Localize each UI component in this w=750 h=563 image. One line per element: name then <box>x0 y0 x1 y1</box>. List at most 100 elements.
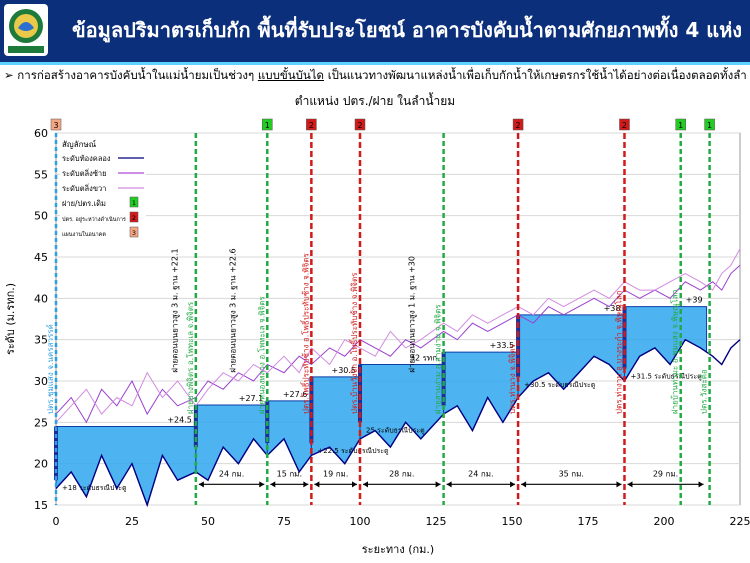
legend-label: ระดับตลิ่งขวา <box>62 183 106 193</box>
distance-label: 24 กม. <box>468 469 493 478</box>
legend-label: แผนงานในอนาคต <box>62 231 106 238</box>
legend-badge-number: 3 <box>132 229 136 237</box>
distance-label: 15 กม. <box>277 469 302 478</box>
pool-level-label: +27.1 <box>239 394 264 403</box>
distance-arrowhead <box>314 481 320 488</box>
x-tick-label: 50 <box>201 515 215 528</box>
structure-badge-number: 2 <box>622 121 627 130</box>
distance-arrowhead <box>270 481 276 488</box>
pool-level-label: 32 รทก. <box>410 353 440 362</box>
gate-block <box>309 376 314 443</box>
legend-label: ระดับท้องคลอง <box>62 154 111 163</box>
distance-arrowhead <box>352 481 357 488</box>
header-banner: ข้อมูลปริมาตรเก็บกัก พื้นที่รับประโยชน์ … <box>0 0 750 65</box>
gate-block <box>441 352 446 406</box>
structure-badge-number: 2 <box>357 121 362 130</box>
legend-badge <box>129 196 139 208</box>
distance-arrowhead <box>259 481 265 488</box>
distance-arrowhead <box>627 481 633 488</box>
y-tick-label: 15 <box>34 499 48 512</box>
distance-arrowhead <box>303 481 309 488</box>
y-tick-label: 30 <box>34 375 48 388</box>
legend-badge <box>129 226 139 238</box>
structure-label: ปตร.วังสะตือ <box>700 369 709 414</box>
y-tick-label: 35 <box>34 334 48 347</box>
structure-badge <box>354 118 366 131</box>
x-tick-label: 200 <box>654 515 675 528</box>
structure-badge <box>512 118 524 131</box>
x-tick-label: 0 <box>53 515 60 528</box>
y-tick-label: 45 <box>34 251 48 264</box>
structure-label: ปตร.ชุมแสง จ.นครสวรรค์ <box>45 324 55 414</box>
y-tick-label: 20 <box>34 458 48 471</box>
y-tick-label: 40 <box>34 292 48 305</box>
distance-arrowhead <box>435 481 441 488</box>
structure-badge <box>50 118 62 131</box>
weir-note: ฝายตอนบนยาวสูง 1 ม. ฐาน +30 <box>408 256 418 373</box>
x-tick-label: 225 <box>730 515 750 528</box>
subtitle-part1: การก่อสร้างอาคารบังคับน้ำในแม่น้ำยมเป็นช… <box>17 68 255 82</box>
structure-badge <box>704 118 715 131</box>
river-profile-chart: ตำแหน่ง ปตร./ฝาย ในลำน้ำยม15202530354045… <box>4 92 750 556</box>
x-tick-label: 25 <box>125 515 139 528</box>
x-tick-label: 150 <box>502 515 523 528</box>
subtitle-underlined: แบบขั้นบันได <box>257 68 325 82</box>
distance-arrowhead <box>363 481 368 488</box>
gate-block <box>622 306 627 369</box>
legend-title: สัญลักษณ์ <box>62 139 97 149</box>
distance-arrowhead <box>446 481 452 488</box>
pool-level-label: +27.6 <box>283 390 308 399</box>
sill-level-label: +18 ระดับธรณีประตู <box>62 484 127 492</box>
legend-label: ระดับตลิ่งซ้าย <box>62 168 107 178</box>
distance-label: 28 กม. <box>389 469 414 478</box>
legend-label: ฝาย/ปตร.เดิม <box>62 199 106 208</box>
sill-level-label: +31.5 ระดับธรณีประตู <box>630 373 702 381</box>
structure-badge-number: 2 <box>309 121 314 130</box>
pool-level-label: +38 <box>604 304 621 313</box>
distance-arrowhead <box>698 481 704 488</box>
y-tick-label: 60 <box>34 127 48 140</box>
structure-label: ปตร.โพธิ์ประทับช้าง อ.โพธิ์ประทับช้าง จ.… <box>299 253 310 415</box>
y-tick-label: 50 <box>34 210 48 223</box>
structure-badge <box>306 118 317 131</box>
sill-level-label: 25 ระดับธรณีประตู <box>366 426 425 434</box>
legend-badge-number: 1 <box>132 199 136 207</box>
distance-arrowhead <box>198 481 204 488</box>
gate-block <box>54 426 58 481</box>
structure-label: ฝายสามง่าม อ.สามง่าม จ.พิจิตร <box>434 304 443 414</box>
distance-arrowhead <box>510 481 516 488</box>
structure-label: ปตร.ท่านาง จ.พิจิตร <box>508 343 517 414</box>
structure-badge-number: 1 <box>707 121 712 130</box>
structure-label: ฝายยางพิจิตร อ.โพทะเล จ.พิจิตร <box>185 301 195 414</box>
series-line-2 <box>55 264 741 424</box>
structure-badge-number: 3 <box>53 121 58 130</box>
structure-label: ฝายหนองหลวง อ.โพทะเล จ.พิจิตร <box>256 296 266 414</box>
pool-level-label: +30.5 <box>331 366 356 375</box>
distance-arrowhead <box>616 481 622 488</box>
distance-label: 35 กม. <box>559 469 584 478</box>
x-tick-label: 175 <box>578 515 599 528</box>
distance-label: 19 กม. <box>323 469 348 478</box>
legend-badge-number: 2 <box>132 214 136 222</box>
structure-label: ปตร.บ้านวังจิก อ.โพธิ์ประทับช้าง จ.พิจิต… <box>348 272 359 414</box>
subtitle-part2: เป็นแนวทางพัฒนาแหล่งน้ำเพื่อเก็บกักน้ำให… <box>327 68 746 82</box>
y-tick-label: 25 <box>34 416 48 429</box>
weir-note: ฝายตอนบนยาวสูง 3 ม. ฐาน +22.1 <box>171 248 181 372</box>
structure-badge-number: 2 <box>516 121 521 130</box>
distance-arrowhead <box>521 481 527 488</box>
royal-irrigation-logo <box>4 4 48 56</box>
legend-badge <box>129 211 139 223</box>
structure-badge-number: 1 <box>265 121 270 130</box>
structure-badge <box>619 118 630 131</box>
structure-badge-number: 1 <box>678 121 683 130</box>
legend-label: ปตร. อยู่ระหว่างดำเนินการ <box>62 216 126 223</box>
y-tick-label: 55 <box>34 168 48 181</box>
x-tick-label: 125 <box>426 515 447 528</box>
x-tick-label: 75 <box>277 515 291 528</box>
distance-label: 29 กม. <box>653 469 678 478</box>
chart-title: ตำแหน่ง ปตร./ฝาย ในลำน้ำยม <box>295 92 455 108</box>
pool-level-label: +24.5 <box>167 415 192 424</box>
series-line-1 <box>55 338 741 508</box>
gate-block <box>193 404 198 448</box>
weir-note: ฝายตอนบนยาวสูง 3 ม. ฐาน +22.6 <box>228 248 238 372</box>
